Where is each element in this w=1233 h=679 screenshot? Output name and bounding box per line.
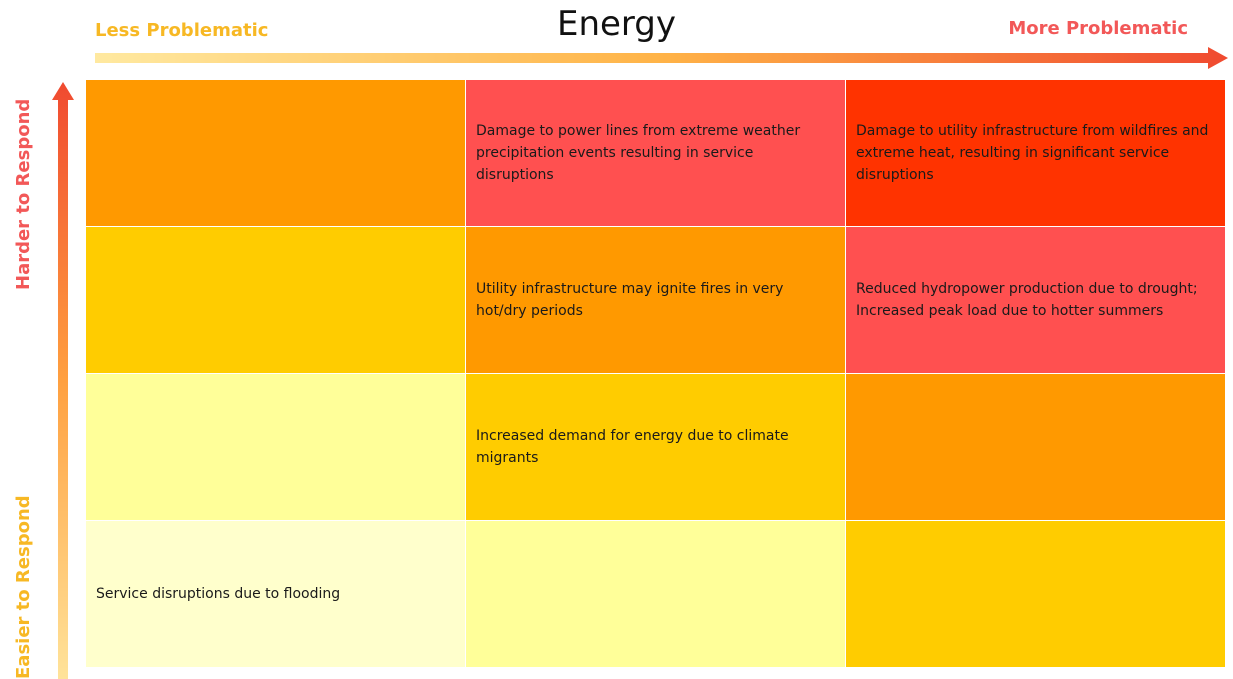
- matrix-cell: Service disruptions due to flooding: [86, 521, 465, 667]
- matrix-cell: Damage to power lines from extreme weath…: [466, 80, 845, 226]
- cell-text: Damage to power lines from extreme weath…: [476, 123, 801, 183]
- matrix-cell: Reduced hydropower production due to dro…: [846, 227, 1225, 373]
- x-axis-low: Less Problematic: [95, 20, 269, 41]
- matrix-cell: [466, 521, 845, 667]
- matrix-cell: Increased demand for energy due to clima…: [466, 374, 845, 520]
- matrix-cell: [86, 227, 465, 373]
- x-arrow: [95, 47, 1228, 69]
- y-axis-high: Harder to Respond: [13, 98, 34, 290]
- cell-text: Damage to utility infrastructure from wi…: [856, 123, 1209, 183]
- matrix-cell: [86, 80, 465, 226]
- cell-text: Utility infrastructure may ignite fires …: [476, 281, 784, 319]
- matrix-cell: Damage to utility infrastructure from wi…: [846, 80, 1225, 226]
- matrix-cell: [846, 374, 1225, 520]
- y-axis-low: Easier to Respond: [13, 495, 34, 679]
- matrix-cell: [86, 374, 465, 520]
- title: Energy: [556, 4, 677, 44]
- matrix-cell: [846, 521, 1225, 667]
- cell-text: Service disruptions due to flooding: [96, 586, 341, 602]
- cell-text: Increased demand for energy due to clima…: [476, 428, 789, 466]
- x-axis-high: More Problematic: [1008, 18, 1188, 39]
- y-arrow: [52, 82, 74, 679]
- cell-text: Reduced hydropower production due to dro…: [856, 281, 1198, 319]
- matrix-cell: Utility infrastructure may ignite fires …: [466, 227, 845, 373]
